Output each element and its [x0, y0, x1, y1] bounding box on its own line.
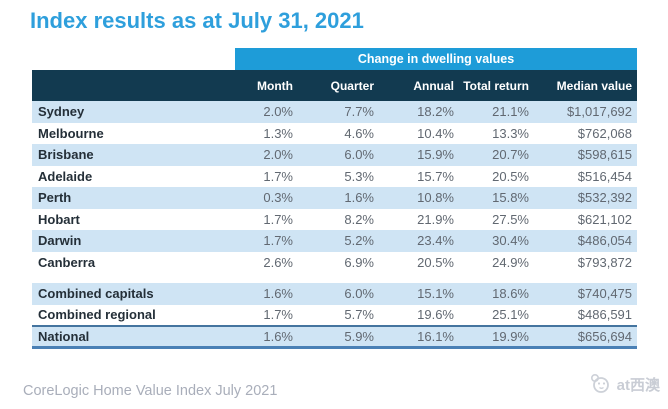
total-return-cell: 15.8%	[459, 187, 534, 209]
month-cell: 1.7%	[235, 230, 298, 252]
index-results-table: Change in dwelling values Month Quarter …	[32, 48, 638, 349]
annual-cell: 16.1%	[379, 325, 459, 349]
quarter-cell: 6.9%	[344, 254, 374, 270]
annual-cell: 15.1%	[379, 283, 459, 305]
column-header-median-value: Median value	[534, 70, 638, 101]
quarter-cell: 5.7%	[344, 307, 374, 323]
table-row-darwin: Darwin 1.7% 5.2% 23.4% 30.4% $486,054	[32, 230, 638, 252]
median-value-cell: $1,017,692	[534, 101, 638, 123]
quarter-cell: 6.0%	[298, 283, 379, 305]
table-row-combined-regional: Combined regional 1.7% 5.7% 19.6% 25.1% …	[32, 305, 637, 327]
median-value-cell: $793,872	[577, 254, 633, 270]
table-row-melbourne: Melbourne 1.3% 4.6% 10.4% 13.3% $762,068	[32, 123, 637, 145]
table-row-adelaide: Adelaide 1.7% 5.3% 15.7% 20.5% $516,454	[32, 166, 637, 188]
region-cell: Sydney	[32, 101, 235, 123]
total-return-cell: 13.3%	[492, 125, 529, 141]
total-return-cell: 25.1%	[492, 307, 529, 323]
table-row-perth: Perth 0.3% 1.6% 10.8% 15.8% $532,392	[32, 187, 638, 209]
quokka-logo-icon	[590, 373, 609, 393]
median-value-cell: $656,694	[534, 325, 638, 349]
watermark-label: at西澳	[616, 376, 660, 394]
table-row-combined-capitals: Combined capitals 1.6% 6.0% 15.1% 18.6% …	[32, 283, 638, 305]
column-header-quarter: Quarter	[298, 70, 379, 101]
month-cell: 2.6%	[263, 254, 293, 270]
median-value-cell: $532,392	[534, 187, 638, 209]
table-row-brisbane: Brisbane 2.0% 6.0% 15.9% 20.7% $598,615	[32, 144, 638, 166]
annual-cell: 18.2%	[379, 101, 459, 123]
annual-cell: 20.5%	[417, 254, 454, 270]
annual-cell: 10.8%	[379, 187, 459, 209]
month-cell: 1.3%	[263, 125, 293, 141]
month-cell: 0.3%	[235, 187, 298, 209]
total-return-cell: 19.9%	[459, 325, 534, 349]
total-return-cell: 27.5%	[492, 211, 529, 227]
region-cell: Melbourne	[38, 125, 104, 141]
region-cell: Combined capitals	[32, 283, 235, 305]
table-row-canberra: Canberra 2.6% 6.9% 20.5% 24.9% $793,872	[32, 252, 637, 274]
month-cell: 1.6%	[235, 325, 298, 349]
region-cell: National	[32, 325, 235, 349]
table-row-hobart: Hobart 1.7% 8.2% 21.9% 27.5% $621,102	[32, 209, 637, 231]
annual-cell: 19.6%	[417, 307, 454, 323]
region-cell: Combined regional	[38, 307, 156, 323]
quarter-cell: 1.6%	[298, 187, 379, 209]
region-cell: Adelaide	[38, 168, 93, 184]
page-title: Index results as at July 31, 2021	[30, 8, 364, 33]
median-value-cell: $598,615	[534, 144, 638, 166]
month-cell: 2.0%	[235, 144, 298, 166]
median-value-cell: $516,454	[577, 168, 633, 184]
total-return-cell: 20.7%	[459, 144, 534, 166]
quarter-cell: 5.3%	[344, 168, 374, 184]
median-value-cell: $740,475	[534, 283, 638, 305]
quarter-cell: 5.2%	[298, 230, 379, 252]
quarter-cell: 4.6%	[344, 125, 374, 141]
column-header-row: Month Quarter Annual Total return Median…	[32, 70, 638, 101]
group-header-spacer	[32, 48, 235, 70]
month-cell: 1.6%	[235, 283, 298, 305]
total-return-cell: 21.1%	[459, 101, 534, 123]
annual-cell: 10.4%	[417, 125, 454, 141]
group-header-row: Change in dwelling values	[32, 48, 638, 70]
total-return-cell: 30.4%	[459, 230, 534, 252]
month-cell: 1.7%	[263, 168, 293, 184]
region-cell: Canberra	[38, 254, 96, 270]
quarter-cell: 8.2%	[344, 211, 374, 227]
table-row-national: National 1.6% 5.9% 16.1% 19.9% $656,694	[32, 325, 638, 349]
region-cell: Darwin	[32, 230, 235, 252]
source-note: CoreLogic Home Value Index July 2021	[23, 383, 278, 399]
region-cell: Perth	[32, 187, 235, 209]
annual-cell: 15.7%	[417, 168, 454, 184]
quarter-cell: 6.0%	[298, 144, 379, 166]
median-value-cell: $486,591	[577, 307, 633, 323]
column-header-total-return: Total return	[459, 70, 534, 101]
quarter-cell: 5.9%	[298, 325, 379, 349]
total-return-cell: 18.6%	[459, 283, 534, 305]
month-cell: 2.0%	[235, 101, 298, 123]
total-return-cell: 24.9%	[492, 254, 529, 270]
median-value-cell: $762,068	[577, 125, 633, 141]
column-header-annual: Annual	[379, 70, 459, 101]
region-cell: Brisbane	[32, 144, 235, 166]
watermark: at西澳	[586, 372, 660, 396]
column-header-month: Month	[235, 70, 298, 101]
median-value-cell: $486,054	[534, 230, 638, 252]
month-cell: 1.7%	[263, 211, 293, 227]
annual-cell: 23.4%	[379, 230, 459, 252]
median-value-cell: $621,102	[577, 211, 633, 227]
annual-cell: 21.9%	[417, 211, 454, 227]
region-cell: Hobart	[38, 211, 80, 227]
total-return-cell: 20.5%	[492, 168, 529, 184]
table-row-sydney: Sydney 2.0% 7.7% 18.2% 21.1% $1,017,692	[32, 101, 638, 123]
quarter-cell: 7.7%	[298, 101, 379, 123]
region-column-header	[32, 70, 235, 101]
group-header-label: Change in dwelling values	[235, 48, 638, 70]
month-cell: 1.7%	[263, 307, 293, 323]
section-gap	[32, 273, 638, 283]
annual-cell: 15.9%	[379, 144, 459, 166]
